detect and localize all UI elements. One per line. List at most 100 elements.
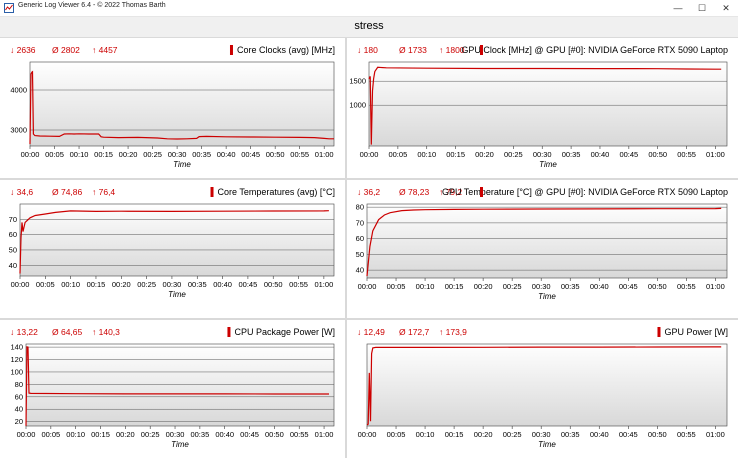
x-tick-label: 00:05: [387, 282, 406, 291]
y-tick-label: 4000: [10, 86, 27, 95]
stat-max: ↑ 4457: [92, 45, 118, 55]
stat-max: ↑ 1800: [439, 45, 465, 55]
plot-area: [19, 203, 335, 277]
x-tick-label: 00:50: [265, 430, 284, 439]
x-tick-label: 00:45: [240, 430, 259, 439]
window-header: stress: [0, 17, 738, 38]
x-tick-label: 00:05: [45, 150, 64, 159]
x-tick-label: 01:00: [706, 430, 725, 439]
x-tick-label: 00:05: [41, 430, 60, 439]
chart-panel-gpu-temperature: ↓ 36,2 Ø 78,23 ↑ 79,2 GPU Temperature [°C] …: [347, 180, 738, 318]
x-tick-label: 00:55: [289, 280, 308, 289]
stat-min: ↓ 12,49: [357, 327, 385, 337]
chart-panel-core-temperatures: ↓ 34,6 Ø 74,86 ↑ 76,4 Core Temperatures (av…: [0, 180, 345, 318]
x-tick-label: 00:10: [61, 280, 80, 289]
series-line: [366, 207, 722, 277]
x-tick-label: 00:30: [168, 150, 187, 159]
x-tick-label: 00:40: [215, 430, 234, 439]
y-tick-label: 80: [356, 203, 364, 212]
x-tick-label: 00:20: [119, 150, 138, 159]
maximize-button[interactable]: ☐: [697, 3, 707, 13]
x-tick-label: 01:00: [706, 150, 725, 159]
x-tick-label: 00:35: [190, 430, 209, 439]
x-tick-label: 00:35: [562, 150, 581, 159]
x-tick-label: 00:25: [137, 280, 156, 289]
x-axis-label: Time: [538, 292, 556, 301]
y-tick-label: 140: [10, 343, 23, 352]
stat-max: ↑ 76,4: [92, 187, 115, 197]
x-tick-label: 00:25: [503, 282, 522, 291]
y-tick-label: 20: [15, 417, 23, 426]
y-tick-label: 60: [9, 230, 17, 239]
plot-area: [366, 203, 728, 279]
series-line: [25, 346, 329, 426]
x-tick-label: 00:30: [166, 430, 185, 439]
x-tick-label: 00:20: [474, 430, 493, 439]
x-tick-label: 01:00: [315, 150, 334, 159]
y-tick-label: 100: [10, 367, 23, 376]
x-tick-label: 00:50: [648, 282, 667, 291]
x-tick-label: 00:00: [21, 150, 40, 159]
x-tick-label: 01:00: [314, 280, 333, 289]
x-tick-label: 00:35: [561, 430, 580, 439]
close-button[interactable]: ✕: [722, 3, 730, 13]
stat-max: ↑ 140,3: [92, 327, 120, 337]
x-tick-label: 00:40: [591, 150, 610, 159]
chart-title: CPU Package Power [W]: [234, 327, 335, 337]
series-marker: [657, 327, 661, 337]
x-tick-label: 00:30: [163, 280, 182, 289]
chart-panel-cpu-package-power: ↓ 13,22 Ø 64,65 ↑ 140,3 CPU Package Power […: [0, 320, 345, 458]
x-tick-label: 00:35: [561, 282, 580, 291]
x-tick-label: 00:30: [533, 150, 552, 159]
x-tick-label: 00:35: [188, 280, 207, 289]
x-tick-label: 00:05: [388, 150, 407, 159]
series-marker: [480, 187, 483, 197]
stat-avg: Ø 1733: [399, 45, 427, 55]
stat-avg: Ø 172,7: [399, 327, 430, 337]
chart-panel-gpu-clock: ↓ 180 Ø 1733 ↑ 1800 GPU Clock [MHz] @ GPU […: [347, 38, 738, 178]
plot-area: [29, 61, 335, 147]
stat-min: ↓ 2636: [10, 45, 36, 55]
panel-divider-vertical: [345, 38, 347, 458]
stat-avg: Ø 78,23: [399, 187, 430, 197]
x-tick-label: 00:50: [648, 150, 667, 159]
x-tick-label: 00:10: [416, 430, 435, 439]
app-icon: [4, 3, 14, 13]
x-tick-label: 01:00: [315, 430, 334, 439]
x-tick-label: 00:35: [192, 150, 211, 159]
x-tick-label: 00:00: [11, 280, 30, 289]
x-tick-label: 00:45: [239, 280, 258, 289]
chart-title: Core Temperatures (avg) [°C]: [218, 187, 335, 197]
series-marker: [210, 187, 214, 197]
x-tick-label: 00:05: [387, 430, 406, 439]
x-tick-label: 00:25: [504, 150, 523, 159]
x-tick-label: 00:15: [445, 282, 464, 291]
x-tick-label: 00:50: [648, 430, 667, 439]
x-tick-label: 00:20: [116, 430, 135, 439]
x-tick-label: 00:20: [112, 280, 131, 289]
series-marker: [229, 45, 233, 55]
app-title: Generic Log Viewer 6.4 - © 2022 Thomas B…: [18, 2, 166, 9]
y-tick-label: 1500: [349, 77, 366, 86]
stat-min: ↓ 13,22: [10, 327, 38, 337]
y-tick-label: 70: [9, 215, 17, 224]
series-marker: [480, 45, 483, 55]
x-tick-label: 00:45: [619, 150, 638, 159]
y-tick-label: 3000: [10, 126, 27, 135]
x-tick-label: 00:15: [87, 280, 106, 289]
x-tick-label: 00:20: [474, 282, 493, 291]
x-tick-label: 00:55: [677, 282, 696, 291]
y-tick-label: 120: [10, 355, 23, 364]
stat-max: ↑ 173,9: [439, 327, 467, 337]
y-tick-label: 40: [9, 261, 17, 270]
x-tick-label: 00:15: [446, 150, 465, 159]
y-tick-label: 70: [356, 218, 364, 227]
series-marker: [227, 327, 231, 337]
x-tick-label: 00:45: [619, 430, 638, 439]
x-tick-label: 00:55: [677, 430, 696, 439]
minimize-button[interactable]: —: [673, 3, 683, 13]
x-tick-label: 00:20: [475, 150, 494, 159]
x-tick-label: 00:10: [417, 150, 436, 159]
